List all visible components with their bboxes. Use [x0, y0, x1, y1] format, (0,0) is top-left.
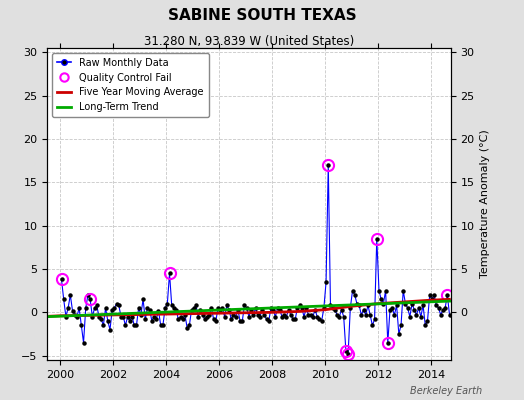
Title: 31.280 N, 93.839 W (United States): 31.280 N, 93.839 W (United States) — [144, 35, 354, 48]
Text: Berkeley Earth: Berkeley Earth — [410, 386, 482, 396]
Text: SABINE SOUTH TEXAS: SABINE SOUTH TEXAS — [168, 8, 356, 23]
Legend: Raw Monthly Data, Quality Control Fail, Five Year Moving Average, Long-Term Tren: Raw Monthly Data, Quality Control Fail, … — [52, 53, 209, 117]
Y-axis label: Temperature Anomaly (°C): Temperature Anomaly (°C) — [480, 130, 490, 278]
